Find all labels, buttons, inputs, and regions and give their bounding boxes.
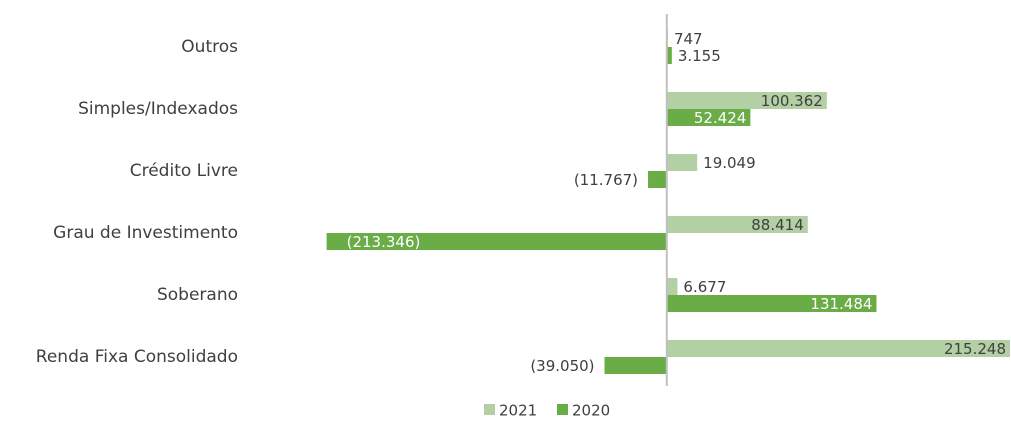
bar xyxy=(604,357,667,374)
data-label: 19.049 xyxy=(703,154,756,172)
data-label: 3.155 xyxy=(678,47,721,65)
data-label: 52.424 xyxy=(694,109,747,127)
bar xyxy=(666,154,698,171)
data-label: (213.346) xyxy=(347,233,421,251)
data-label: 747 xyxy=(674,30,703,48)
legend-label: 2020 xyxy=(572,402,610,420)
bar xyxy=(666,92,827,109)
data-label: 6.677 xyxy=(683,278,726,296)
data-label: (11.767) xyxy=(574,171,638,189)
legend-swatch xyxy=(484,404,495,415)
y-tick-label: Renda Fixa Consolidado xyxy=(36,347,238,367)
bar xyxy=(666,47,672,64)
data-label: (39.050) xyxy=(530,357,594,375)
data-label: 88.414 xyxy=(751,216,804,234)
bar xyxy=(648,171,667,188)
y-tick-label: Grau de Investimento xyxy=(53,223,238,243)
bar xyxy=(326,233,667,250)
bar xyxy=(666,109,751,126)
data-label: 215.248 xyxy=(944,340,1006,358)
legend-swatch xyxy=(557,404,568,415)
legend-label: 2021 xyxy=(499,402,537,420)
data-label: 100.362 xyxy=(761,92,823,110)
bar xyxy=(666,295,877,312)
y-tick-label: Simples/Indexados xyxy=(78,99,238,119)
y-tick-label: Outros xyxy=(181,37,238,57)
y-tick-label: Soberano xyxy=(157,285,238,305)
data-label: 131.484 xyxy=(810,295,872,313)
bar xyxy=(666,216,808,233)
bar xyxy=(666,278,678,295)
y-tick-label: Crédito Livre xyxy=(130,161,238,181)
bar xyxy=(666,340,1010,357)
